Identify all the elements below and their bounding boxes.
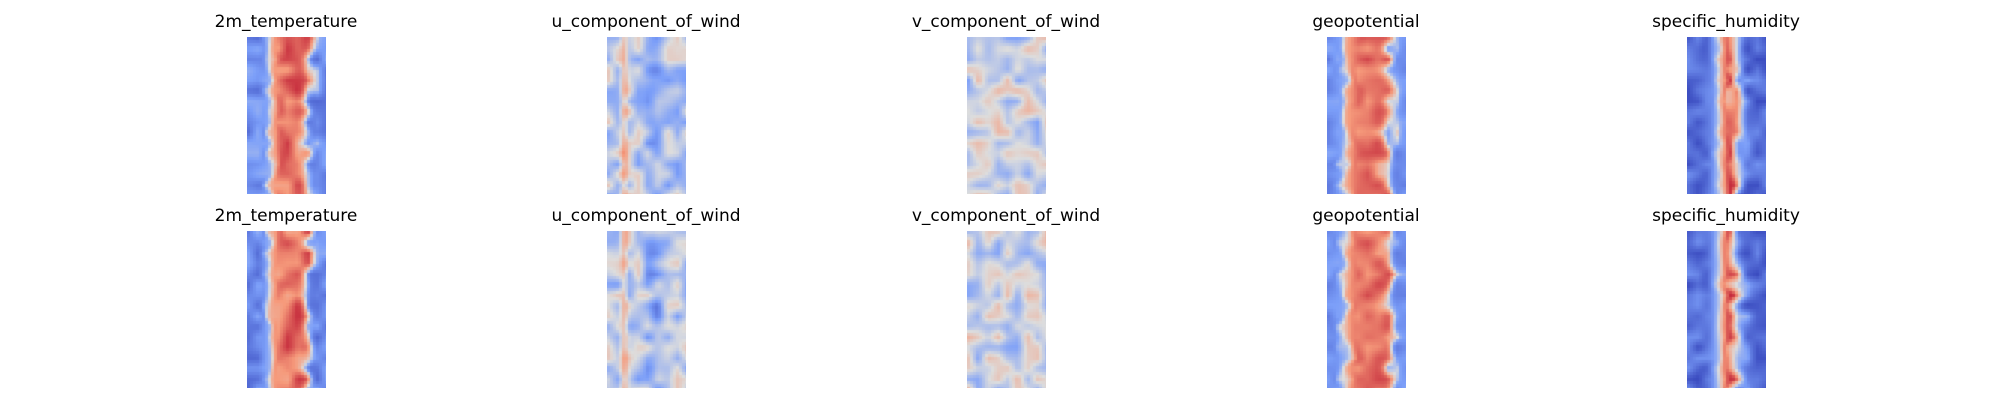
panel-title-r1c2: u_component_of_wind [551, 12, 741, 32]
panel-title-r2c2: u_component_of_wind [551, 206, 741, 226]
heatmap-v-component-of-wind-r1 [967, 37, 1046, 194]
panel-title-r2c4: geopotential [1312, 206, 1420, 226]
panel-title-r1c3: v_component_of_wind [911, 12, 1101, 32]
heatmap-2m-temperature-r2 [247, 231, 326, 388]
panel-title-r1c4: geopotential [1312, 12, 1420, 32]
panel-title-r2c5: specific_humidity [1652, 206, 1800, 226]
heatmap-geopotential-r2 [1327, 231, 1406, 388]
heatmap-specific-humidity-r1 [1687, 37, 1766, 194]
heatmap-2m-temperature-r1 [247, 37, 326, 194]
panel-title-r2c1: 2m_temperature [214, 206, 358, 226]
heatmap-specific-humidity-r2 [1687, 231, 1766, 388]
panel-title-r2c3: v_component_of_wind [911, 206, 1101, 226]
heatmap-u-component-of-wind-r1 [607, 37, 686, 194]
heatmap-v-component-of-wind-r2 [967, 231, 1046, 388]
heatmap-geopotential-r1 [1327, 37, 1406, 194]
panel-title-r1c5: specific_humidity [1652, 12, 1800, 32]
panel-title-r1c1: 2m_temperature [214, 12, 358, 32]
heatmap-u-component-of-wind-r2 [607, 231, 686, 388]
